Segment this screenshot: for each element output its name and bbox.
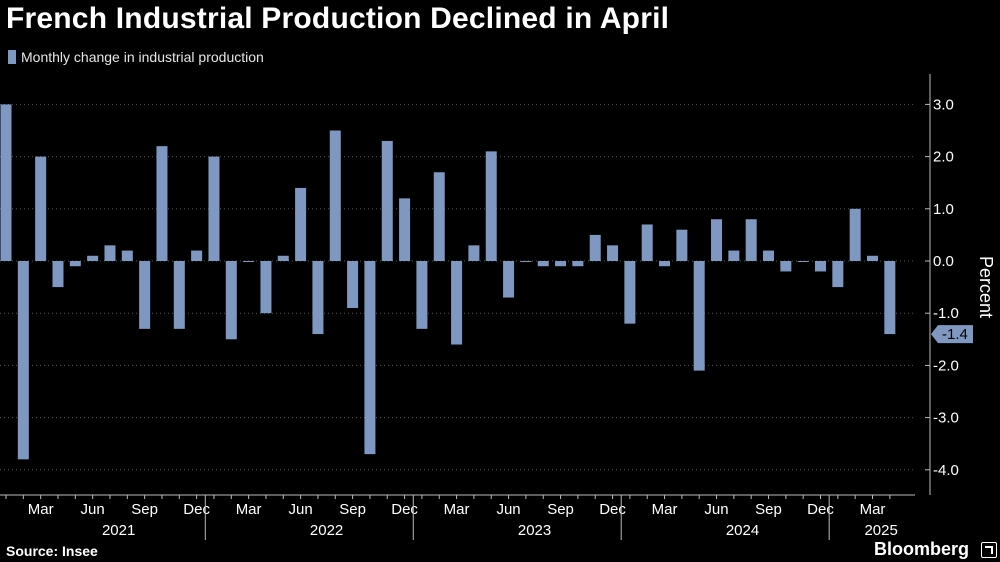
- x-year-label: 2023: [518, 522, 551, 539]
- chart-title: French Industrial Production Declined in…: [6, 2, 670, 35]
- bar-jan-2023: [416, 261, 428, 329]
- x-month-label: Mar: [860, 501, 886, 518]
- y-tick-label: 0.0: [933, 253, 954, 270]
- x-month-label: Mar: [236, 501, 262, 518]
- bar-dec-2021: [191, 250, 203, 261]
- x-month-label: Mar: [28, 501, 54, 518]
- x-month-label: Sep: [339, 501, 366, 518]
- x-month-label: Sep: [547, 501, 574, 518]
- bar-may-2022: [277, 255, 289, 261]
- bar-apr-2024: [676, 229, 688, 261]
- bar-nov-2021: [173, 261, 185, 329]
- bar-mar-2022: [243, 261, 255, 262]
- x-month-label: Dec: [599, 501, 626, 518]
- bar-dec-2024: [815, 261, 827, 272]
- bar-jun-2023: [503, 261, 515, 298]
- bar-sep-2022: [347, 261, 359, 308]
- x-month-label: Dec: [807, 501, 834, 518]
- bar-aug-2023: [537, 261, 549, 267]
- brand-mark-icon: [981, 542, 997, 558]
- bar-jun-2022: [295, 187, 307, 261]
- last-value-callout: [931, 325, 973, 344]
- bar-may-2021: [69, 261, 81, 267]
- bar-jul-2024: [728, 250, 740, 261]
- bar-aug-2024: [745, 219, 757, 261]
- y-tick-label: -2.0: [933, 357, 959, 374]
- bar-oct-2021: [156, 146, 168, 261]
- bar-jul-2021: [104, 245, 116, 261]
- last-value-label: -1.4: [942, 326, 968, 343]
- source-note: Source: Insee: [6, 543, 98, 559]
- bar-sep-2021: [139, 261, 151, 329]
- y-tick-label: -3.0: [933, 410, 959, 427]
- bar-feb-2025: [849, 208, 861, 261]
- y-tick-label: 2.0: [933, 149, 954, 166]
- bar-jan-2022: [208, 156, 220, 261]
- x-month-label: Dec: [391, 501, 418, 518]
- bar-dec-2023: [607, 245, 619, 261]
- bar-jun-2024: [711, 219, 723, 261]
- bar-oct-2023: [572, 261, 584, 267]
- bar-nov-2024: [797, 261, 809, 262]
- x-month-label: Jun: [496, 501, 520, 518]
- x-month-label: Jun: [289, 501, 313, 518]
- x-year-label: 2022: [310, 522, 343, 539]
- bar-may-2023: [485, 151, 497, 261]
- bar-apr-2021: [52, 261, 64, 288]
- x-month-label: Mar: [652, 501, 678, 518]
- bar-nov-2022: [381, 140, 393, 261]
- x-year-label: 2024: [726, 522, 759, 539]
- bar-oct-2024: [780, 261, 792, 272]
- y-tick-label: -1.0: [933, 305, 959, 322]
- y-tick-label: 3.0: [933, 96, 954, 113]
- bar-feb-2021: [17, 261, 29, 460]
- legend-swatch: [8, 50, 16, 64]
- x-year-label: 2021: [102, 522, 135, 539]
- x-month-label: Sep: [755, 501, 782, 518]
- bar-feb-2024: [641, 224, 653, 261]
- bar-jan-2021: [0, 104, 12, 262]
- bar-mar-2023: [451, 261, 463, 345]
- bar-apr-2023: [468, 245, 480, 261]
- bar-jun-2021: [87, 255, 99, 261]
- bar-apr-2022: [260, 261, 272, 314]
- bar-feb-2023: [433, 172, 445, 261]
- y-tick-label: -4.0: [933, 462, 959, 479]
- bar-mar-2021: [35, 156, 47, 261]
- bar-aug-2022: [329, 130, 341, 261]
- x-year-label: 2025: [864, 522, 897, 539]
- x-month-label: Jun: [81, 501, 105, 518]
- x-month-label: Mar: [444, 501, 470, 518]
- bar-jan-2025: [832, 261, 844, 288]
- bar-mar-2024: [659, 261, 671, 267]
- bar-aug-2021: [121, 250, 133, 261]
- legend-label: Monthly change in industrial production: [21, 49, 264, 65]
- bar-feb-2022: [225, 261, 237, 340]
- legend: Monthly change in industrial production: [8, 49, 264, 65]
- x-month-label: Jun: [704, 501, 728, 518]
- bar-may-2024: [693, 261, 705, 371]
- bar-oct-2022: [364, 261, 376, 455]
- bar-mar-2025: [867, 255, 878, 261]
- bar-jul-2022: [312, 261, 324, 335]
- bar-apr-2025: [884, 261, 896, 335]
- y-axis-title: Percent: [976, 256, 996, 318]
- x-month-label: Sep: [131, 501, 158, 518]
- bar-sep-2024: [763, 250, 775, 261]
- bar-jul-2023: [520, 261, 532, 262]
- bar-dec-2022: [399, 198, 411, 261]
- bar-jan-2024: [624, 261, 636, 324]
- y-tick-label: 1.0: [933, 201, 954, 218]
- bar-sep-2023: [555, 261, 567, 267]
- bar-nov-2023: [589, 234, 601, 261]
- x-month-label: Dec: [183, 501, 210, 518]
- brand-logo-text: Bloomberg: [874, 539, 970, 559]
